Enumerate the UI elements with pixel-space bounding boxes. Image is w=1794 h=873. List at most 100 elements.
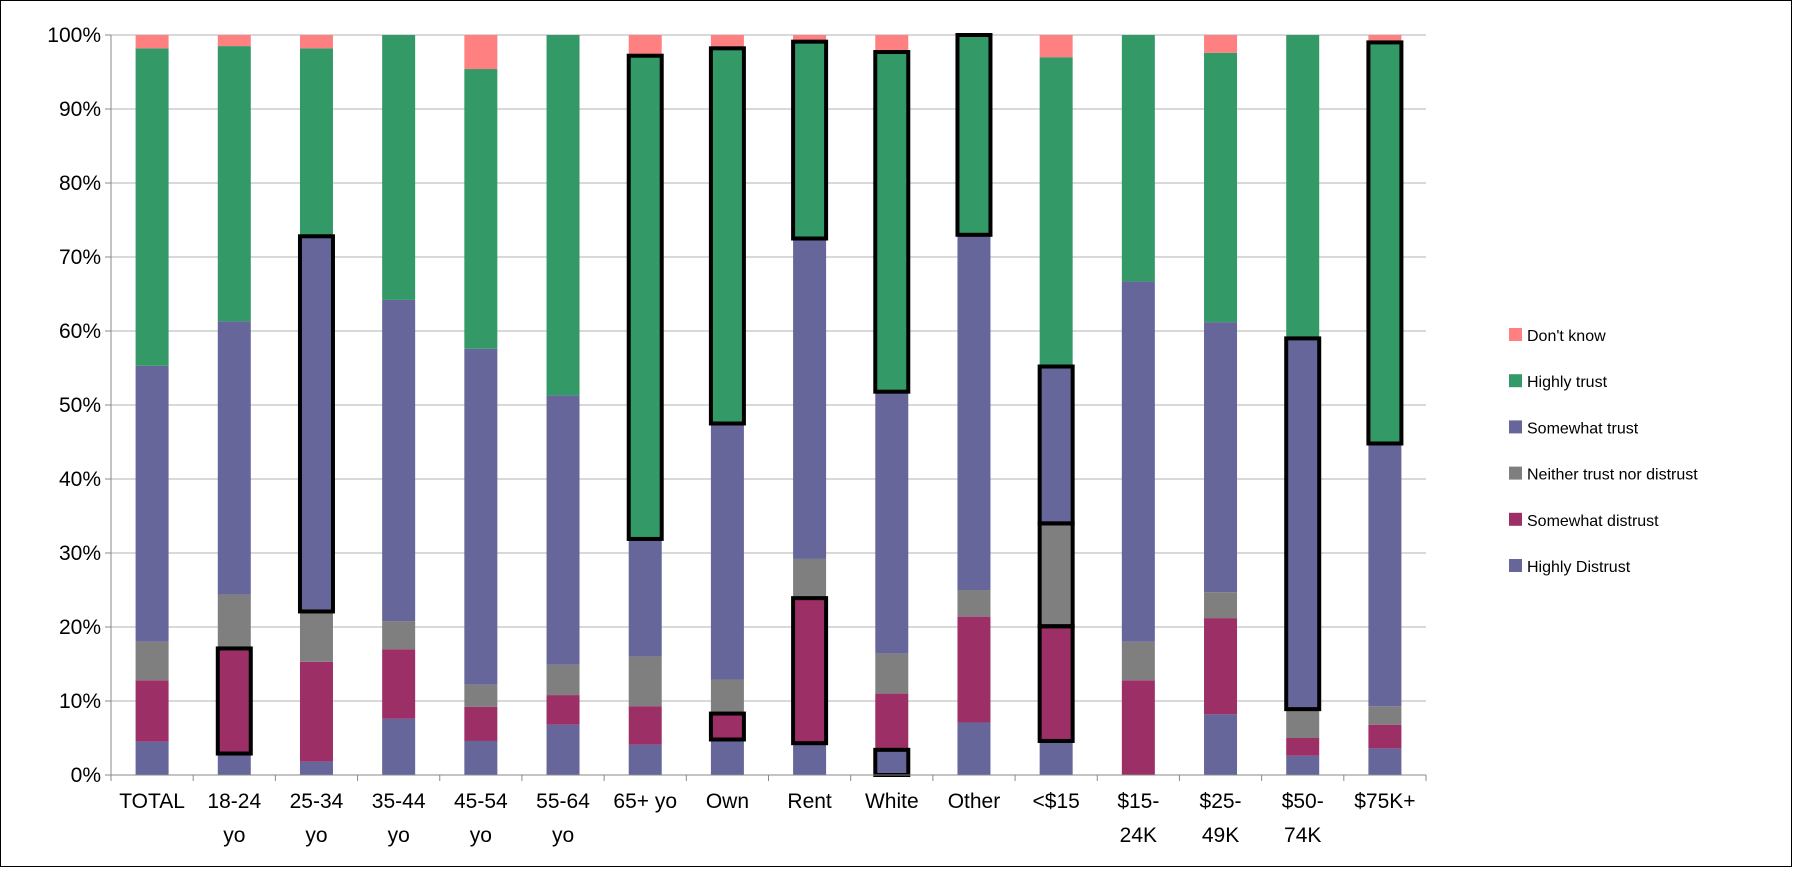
bar-segment [1121,35,1155,282]
bar-segment [217,648,251,754]
x-tick-label: 55-64 yo [536,790,590,847]
bar-segment [1286,738,1320,756]
bar-segment [217,46,251,322]
bar-segment [135,741,169,775]
bar-segment [710,48,744,424]
bar-segment [1039,57,1073,367]
bar-segment [1368,35,1402,43]
legend-swatch [1509,420,1522,434]
bar-segment [382,649,416,719]
y-tick-label: 70% [59,246,101,269]
y-tick-label: 90% [59,98,101,121]
bar-segment [957,616,991,723]
x-tick-label: 18-24 yo [207,790,261,847]
bar-segment [1039,740,1073,775]
bar-segment [875,653,909,694]
y-tick-label: 0% [71,764,101,787]
x-tick-label-line: yo [470,824,492,847]
bar-segment [546,35,580,396]
legend-label: Don't know [1527,328,1606,345]
bar-segment [546,664,580,696]
legend-label: Highly trust [1527,374,1608,391]
bar-segment [382,718,416,775]
x-tick-label: $75K+ [1354,790,1415,813]
bar-segment [628,656,662,707]
bar-segment [217,321,251,595]
bar-segment [628,35,662,56]
bar-segment [875,52,909,392]
x-tick-label-line: 24K [1120,824,1157,847]
y-tick-label: 100% [47,24,101,47]
x-tick-label-line: Other [948,790,1001,813]
bar-segment [628,538,662,657]
bar-segment [299,236,333,612]
x-tick-label-line: 55-64 [536,790,590,813]
bar-segment [1368,724,1402,749]
bar-segment [464,684,498,707]
bar-segment [299,761,333,775]
y-tick-label: 80% [59,172,101,195]
bar-segment [1204,322,1238,593]
x-tick-label-line: 74K [1284,824,1321,847]
bars [135,33,1404,778]
bar-segment [1039,35,1073,58]
highlight-outline [626,53,664,541]
bar-segment [957,35,991,235]
bar-segment [1121,680,1155,775]
highlight-outline [708,711,746,742]
legend: Don't know Highly trust Somewhat trust Neit… [1509,328,1698,576]
x-tick-label-line: 25-34 [290,790,344,813]
highlight-outline [708,46,746,426]
bar-segment [793,238,827,559]
x-tick-label-line: $75K+ [1354,790,1415,813]
y-tick-label: 20% [59,616,101,639]
legend-swatch [1509,374,1522,388]
x-tick-label: $15- 24K [1117,790,1159,847]
x-tick-label-line: Rent [787,790,832,813]
bar-segment [135,48,169,366]
x-tick-label-line: 65+ yo [613,790,677,813]
bar-segment [793,35,827,42]
bar-segment [382,621,416,650]
bar-segment [1039,626,1073,741]
x-tick-label: 65+ yo [613,790,677,813]
bar-segment [793,41,827,239]
bar-segment [957,234,991,591]
legend-swatch [1509,512,1522,526]
x-tick-label: $25- 49K [1200,790,1242,847]
bar-segment [875,391,909,654]
x-tick-label-line: $15- [1117,790,1159,813]
x-tick-label: TOTAL [119,790,185,813]
x-tick-label: <$15 [1033,790,1080,813]
bar-segment [875,749,909,775]
bar-segment [710,423,744,680]
highlight-outline [955,33,993,237]
bar-segment [957,590,991,617]
x-tick-label: White [865,790,919,813]
legend-label: Somewhat distrust [1527,513,1659,530]
bar-segment [546,695,580,725]
x-tick-label: Other [948,790,1001,813]
legend-swatch [1509,328,1522,341]
x-tick-label-line: White [865,790,919,813]
y-tick-label: 60% [59,320,101,343]
bar-segment [1039,366,1073,524]
y-tick-label: 50% [59,394,101,417]
x-tick-label-line: 35-44 [372,790,426,813]
bar-segment [464,706,498,741]
bar-segment [710,739,744,775]
legend-swatch [1509,466,1522,480]
bar-segment [1368,42,1402,444]
x-tick-label: Own [706,790,749,813]
x-tick-label-line: 49K [1202,824,1239,847]
bar-segment [382,35,416,300]
bar-segment [793,558,827,599]
y-axis-ticks: 0% 10% 20% 30% 40% 50% 60% 70% 80% 90% 100% [47,24,111,787]
y-tick-label: 10% [59,690,101,713]
bar-segment [1121,641,1155,681]
highlight-outline [215,646,253,756]
bar-segment [546,724,580,775]
bar-segment [710,35,744,49]
bar-segment [1039,523,1073,627]
